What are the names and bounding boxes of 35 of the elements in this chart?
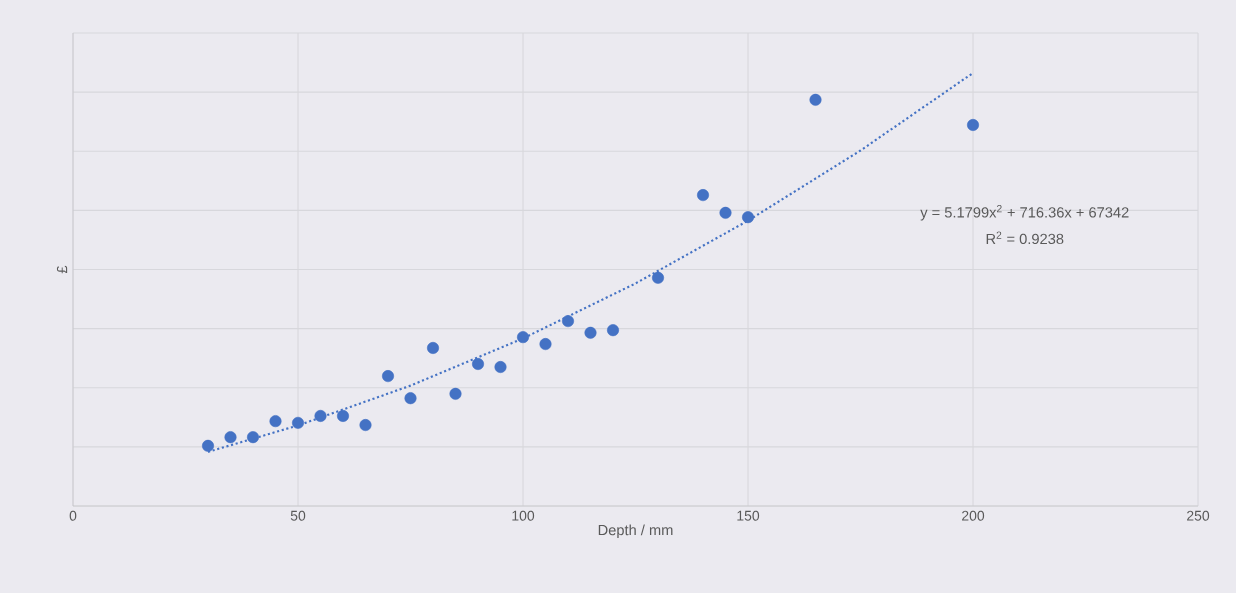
x-axis-title: Depth / mm <box>598 524 673 539</box>
x-tick-label: 0 <box>69 510 77 521</box>
point <box>359 419 372 432</box>
point <box>269 415 282 428</box>
point <box>742 211 755 224</box>
point <box>224 431 237 444</box>
point <box>247 431 260 444</box>
point <box>607 324 620 337</box>
point <box>314 409 327 422</box>
x-tick-label: 50 <box>290 510 306 521</box>
x-tick-label: 250 <box>1187 510 1210 521</box>
point <box>517 331 530 344</box>
y-axis-title: £ <box>56 265 68 274</box>
point <box>539 338 552 351</box>
x-tick-label: 150 <box>737 510 760 521</box>
point <box>967 118 980 131</box>
point <box>292 416 305 429</box>
x-tick-label: 200 <box>962 510 985 521</box>
point <box>404 392 417 405</box>
point <box>562 315 575 328</box>
point <box>652 271 665 284</box>
point <box>382 370 395 383</box>
point <box>427 341 440 354</box>
point <box>337 409 349 422</box>
annotation: y = 5.1799x$^{2}$ + 716.36x + 67342 <box>920 204 1129 221</box>
point <box>494 361 507 374</box>
point <box>202 439 215 452</box>
point <box>449 387 462 400</box>
point <box>809 93 822 106</box>
point <box>472 357 485 370</box>
point <box>697 189 710 202</box>
point <box>584 326 597 339</box>
x-tick-label: 100 <box>512 510 535 521</box>
annotation: R$^{2}$ = 0.9238 <box>986 231 1064 245</box>
point <box>719 206 732 219</box>
